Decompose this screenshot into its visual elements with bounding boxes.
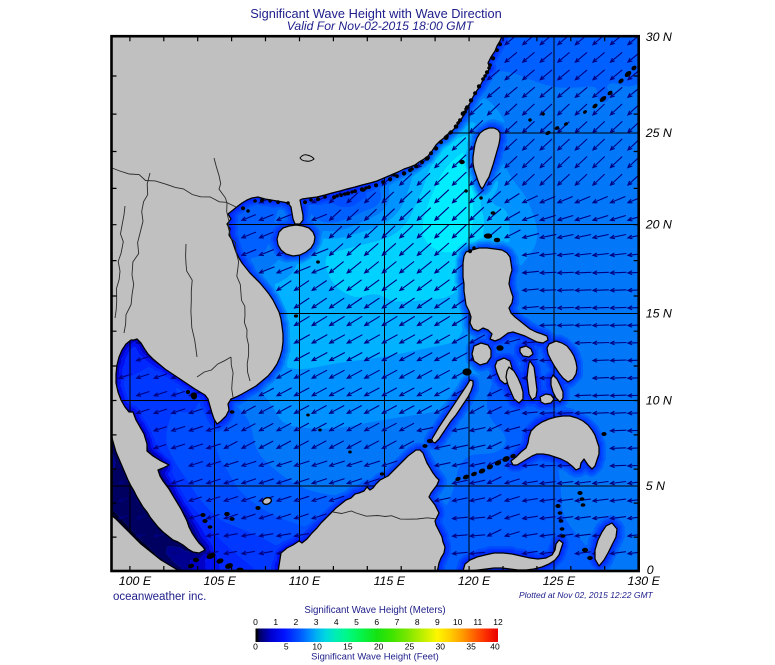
svg-text:9: 9 <box>435 617 440 627</box>
svg-text:7: 7 <box>395 617 400 627</box>
svg-text:3: 3 <box>314 617 319 627</box>
svg-text:4: 4 <box>334 617 339 627</box>
svg-text:2: 2 <box>294 617 299 627</box>
svg-text:30 N: 30 N <box>646 30 672 44</box>
svg-text:12: 12 <box>493 617 503 627</box>
svg-text:Significant Wave Height (Meter: Significant Wave Height (Meters) <box>304 605 445 616</box>
svg-text:20: 20 <box>374 642 384 652</box>
svg-text:6: 6 <box>374 617 379 627</box>
svg-text:115 E: 115 E <box>374 574 406 588</box>
svg-text:10 N: 10 N <box>646 394 672 408</box>
svg-text:15: 15 <box>343 642 353 652</box>
svg-text:5 N: 5 N <box>646 479 665 493</box>
svg-text:Significant Wave Height with W: Significant Wave Height with Wave Direct… <box>250 6 502 21</box>
svg-text:25 N: 25 N <box>645 126 672 140</box>
svg-text:20 N: 20 N <box>645 218 672 232</box>
svg-text:Significant Wave Height (Feet): Significant Wave Height (Feet) <box>311 652 439 663</box>
svg-text:8: 8 <box>415 617 420 627</box>
svg-text:0: 0 <box>253 642 258 652</box>
svg-text:0: 0 <box>253 617 258 627</box>
svg-text:35: 35 <box>466 642 476 652</box>
svg-text:25: 25 <box>405 642 415 652</box>
svg-text:0: 0 <box>647 563 654 577</box>
svg-text:110 E: 110 E <box>289 574 321 588</box>
svg-text:40: 40 <box>490 642 500 652</box>
svg-text:Valid For Nov-02-2015 18:00 GM: Valid For Nov-02-2015 18:00 GMT <box>287 19 475 33</box>
svg-text:120 E: 120 E <box>458 574 491 588</box>
svg-text:oceanweather inc.: oceanweather inc. <box>113 591 206 603</box>
svg-text:5: 5 <box>284 642 289 652</box>
svg-text:15 N: 15 N <box>646 307 672 321</box>
svg-text:5: 5 <box>354 617 359 627</box>
svg-text:30: 30 <box>436 642 446 652</box>
svg-text:Plotted at Nov 02, 2015 12:22: Plotted at Nov 02, 2015 12:22 GMT <box>519 590 654 600</box>
svg-text:10: 10 <box>453 617 463 627</box>
svg-text:100 E: 100 E <box>119 574 152 588</box>
svg-text:10: 10 <box>312 642 322 652</box>
svg-text:1: 1 <box>273 617 278 627</box>
svg-text:130 E: 130 E <box>628 574 661 588</box>
svg-text:125 E: 125 E <box>543 574 576 588</box>
svg-text:11: 11 <box>473 617 482 627</box>
svg-text:105 E: 105 E <box>204 574 237 588</box>
